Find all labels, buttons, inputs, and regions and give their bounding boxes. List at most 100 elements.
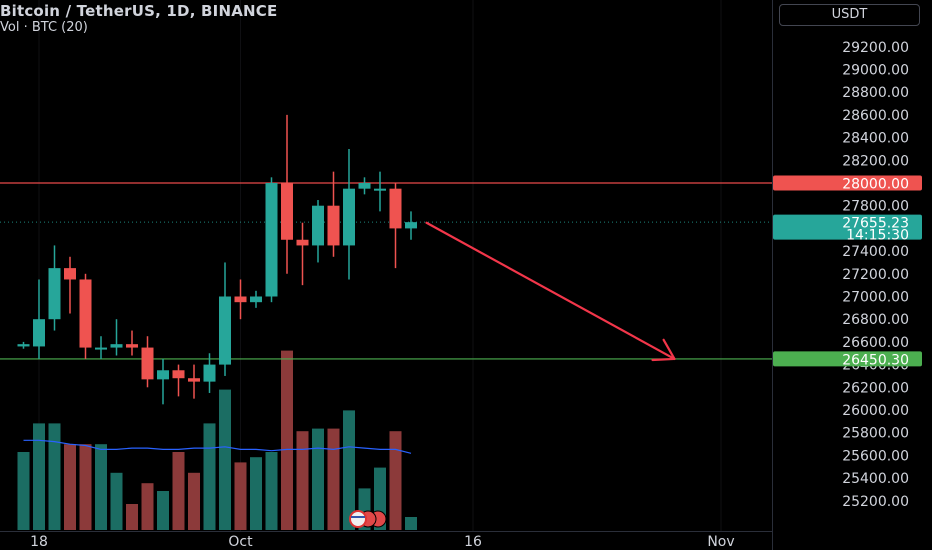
candle-body (358, 183, 371, 189)
price-tick-label: 27800.00 (842, 199, 909, 215)
volume-bar (64, 444, 76, 530)
candle[interactable] (157, 358, 169, 405)
candle[interactable] (172, 364, 185, 397)
volume-bar (172, 452, 185, 530)
candle-body (343, 188, 355, 246)
volume-bar (188, 472, 200, 530)
time-tick-label: Oct (228, 534, 253, 550)
events-flag-icon-front (349, 510, 367, 528)
events-flag-icon-stripe (351, 516, 365, 518)
price-tick-label: 28600.00 (842, 108, 909, 124)
volume-bar (389, 431, 402, 530)
candle[interactable] (126, 330, 138, 356)
volume-bar (327, 428, 340, 530)
volume-bar (141, 483, 154, 530)
volume-bar (312, 428, 324, 530)
candle-body (203, 364, 216, 382)
volume-indicator-label[interactable]: Vol · BTC (20) (0, 20, 88, 35)
candle[interactable] (48, 245, 61, 331)
candle[interactable] (374, 171, 386, 212)
price-tick-label: 26000.00 (842, 403, 909, 419)
candle[interactable] (234, 279, 247, 320)
candle-body (48, 268, 61, 320)
price-tick-label: 26600.00 (842, 335, 909, 351)
price-tick-label: 28400.00 (842, 131, 909, 147)
candle[interactable] (17, 341, 30, 349)
candle-body (95, 347, 107, 350)
price-tick-label: 27400.00 (842, 244, 909, 260)
candle-body (296, 239, 309, 246)
candle[interactable] (281, 114, 293, 274)
volume-bar (17, 452, 30, 530)
volume-bar (265, 452, 278, 530)
price-axis-background (773, 0, 932, 550)
candle[interactable] (188, 364, 200, 399)
last-price-badge-text: 27655.23 (842, 216, 909, 232)
volume-bar (281, 350, 293, 530)
arrow-line[interactable] (425, 221, 676, 361)
candle[interactable] (79, 273, 92, 359)
candles[interactable] (17, 114, 418, 405)
symbol-title[interactable]: Bitcoin / TetherUS, 1D, BINANCE (0, 2, 278, 20)
candle[interactable] (265, 177, 278, 303)
candle[interactable] (110, 319, 123, 356)
candle[interactable] (64, 256, 76, 314)
projection-arrow[interactable] (425, 221, 676, 362)
candle-body (405, 222, 417, 229)
time-tick-label: Nov (707, 534, 734, 550)
candle[interactable] (33, 279, 45, 359)
time-axis[interactable]: 18 Oct 16 Nov (0, 510, 772, 550)
candle[interactable] (405, 211, 417, 240)
volume-bar (296, 431, 309, 530)
price-tick-label: 25600.00 (842, 448, 909, 464)
candle-body (389, 188, 402, 229)
resistance-price-badge-bg (773, 175, 922, 191)
candle[interactable] (141, 336, 154, 388)
candle[interactable] (389, 183, 402, 269)
candle[interactable] (296, 222, 309, 286)
price-axis[interactable]: 29200.00 29000.00 28800.00 28600.00 28400.00… (772, 0, 932, 550)
candle[interactable] (358, 177, 371, 195)
candle[interactable] (343, 148, 355, 280)
price-tick-label: 27200.00 (842, 267, 909, 283)
volume-bar (250, 457, 262, 530)
time-tick-label: 16 (464, 534, 482, 550)
candle-body (172, 370, 185, 379)
support-price-badge-text: 26450.30 (842, 352, 909, 368)
resistance-price-badge-text: 28000.00 (842, 177, 909, 193)
candle-body (219, 296, 231, 365)
volume-bars (17, 350, 417, 530)
volume-bar (95, 444, 107, 530)
candle-body (327, 205, 340, 246)
arrow-head[interactable] (651, 338, 676, 362)
candle-body (17, 344, 30, 347)
candle-body (64, 268, 76, 280)
volume-bar (157, 491, 169, 530)
volume-bar (33, 423, 45, 530)
currency-button[interactable]: USDT (779, 4, 920, 26)
candle-body (79, 279, 92, 348)
candle[interactable] (95, 336, 107, 359)
price-tick-label: 29200.00 (842, 40, 909, 56)
candle-body (234, 296, 247, 303)
support-price-badge: 26450.30 (773, 351, 922, 368)
candle[interactable] (219, 262, 231, 376)
price-tick-label: 29000.00 (842, 63, 909, 79)
events-flag-icon[interactable] (349, 510, 387, 528)
candle[interactable] (250, 290, 262, 308)
volume-bar (219, 389, 231, 530)
candle[interactable] (327, 171, 340, 257)
last-price-badge-bg (773, 214, 922, 240)
candle[interactable] (312, 200, 324, 263)
candle[interactable] (203, 353, 216, 393)
price-tick-label: 27000.00 (842, 290, 909, 306)
support-price-badge-bg (773, 351, 922, 367)
price-tick-label: 25400.00 (842, 471, 909, 487)
volume-bar (126, 504, 138, 530)
candle-body (157, 370, 169, 380)
volume-bar (405, 517, 417, 530)
price-tick-label: 26200.00 (842, 380, 909, 396)
